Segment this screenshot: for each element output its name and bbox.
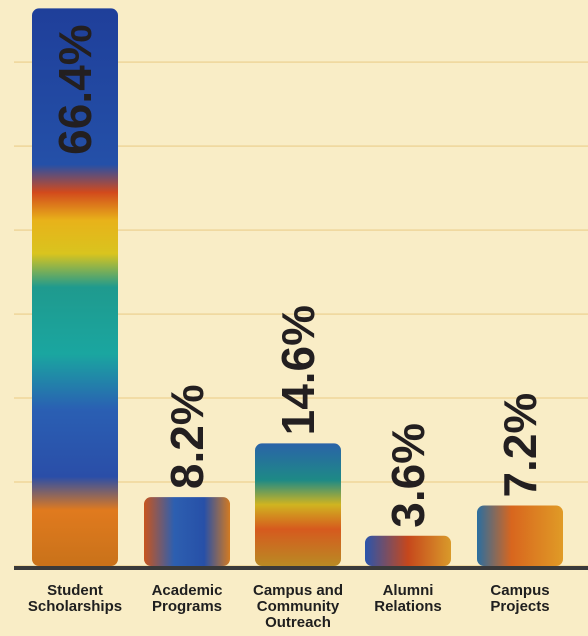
value-label: 7.2% [494,393,546,498]
x-tick-label: Alumni Relations [374,582,442,615]
x-tick-label: Campus Projects [490,582,550,615]
value-label: 3.6% [382,423,434,528]
bar [144,497,230,566]
value-label: 14.6% [272,305,324,435]
bar [32,8,118,566]
bar [365,535,451,566]
value-label: 66.4% [49,24,101,154]
x-tick-label: Student Scholarships [27,582,123,615]
bar [255,443,341,566]
value-label: 8.2% [161,384,213,489]
x-tick-label: Academic Programs [151,582,223,615]
bar [477,505,563,566]
x-tick-label: Campus and Community Outreach [252,582,343,631]
baseline [14,566,588,570]
